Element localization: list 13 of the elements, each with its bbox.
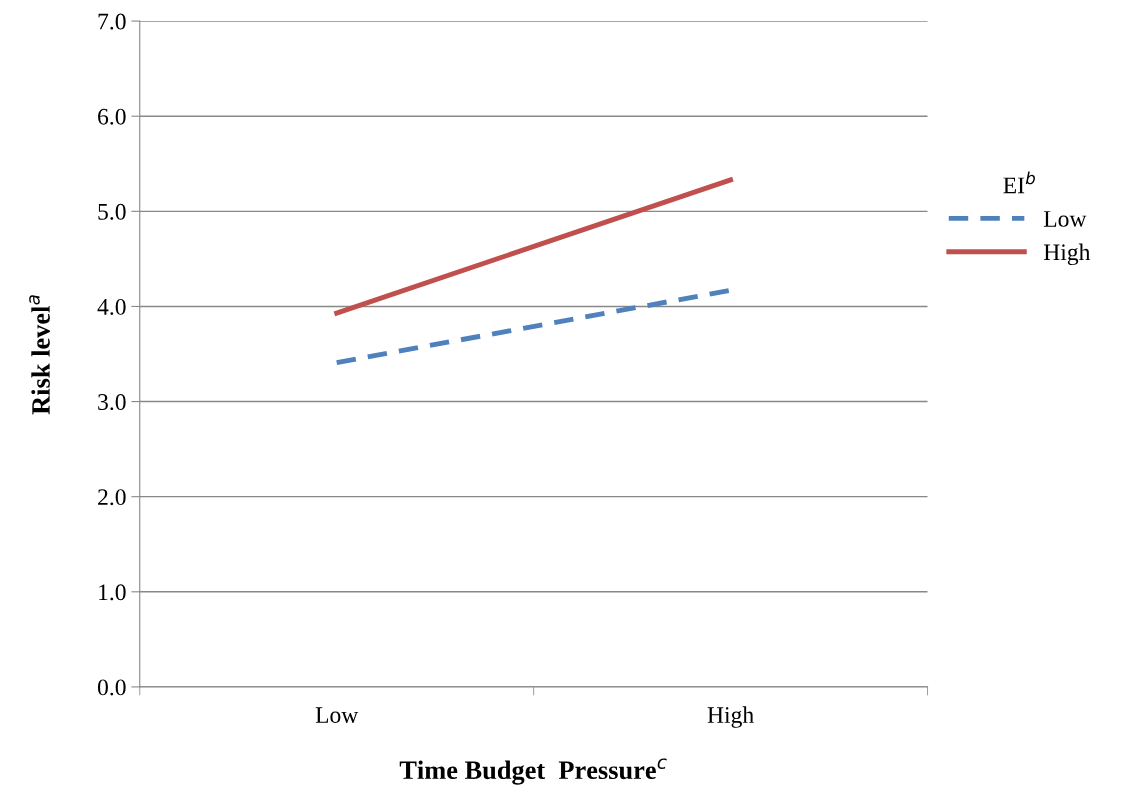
y-tick-label: 4.0 xyxy=(97,298,126,315)
y-tick-label: 3.0 xyxy=(98,394,126,411)
y-axis-title: Risk level$^{a}$ xyxy=(29,295,50,415)
legend-title: EI$^{b}$ xyxy=(1003,171,1035,194)
y-tick-label: 5.0 xyxy=(98,203,126,220)
y-tick-label: 6.0 xyxy=(98,108,126,125)
x-axis-title: Time Budget Pressure$^{c}$ xyxy=(399,758,667,785)
legend-label: Low xyxy=(1043,211,1087,227)
y-tick-label: 1.0 xyxy=(99,584,126,601)
y-tick-label: 0.0 xyxy=(97,679,126,696)
y-tick-label: 7.0 xyxy=(98,13,126,30)
legend-label: High xyxy=(1043,243,1091,266)
y-tick-label: 2.0 xyxy=(98,489,126,506)
